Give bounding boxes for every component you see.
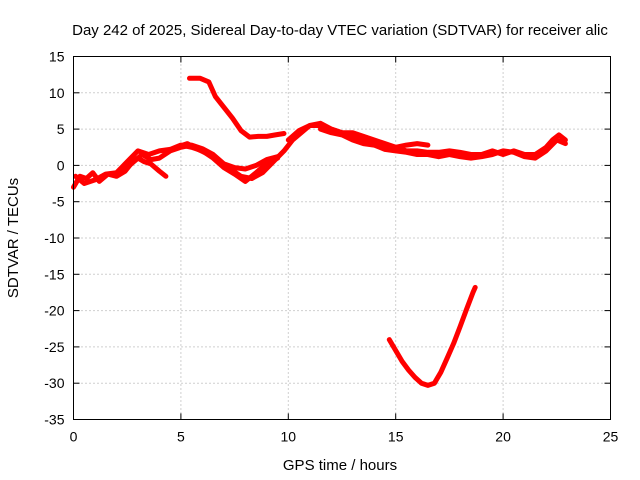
gridlines (73, 56, 611, 420)
chart-title: Day 242 of 2025, Sidereal Day-to-day VTE… (72, 22, 608, 39)
series-line-track-late-2 (318, 126, 568, 161)
data-series (71, 75, 568, 388)
y-tick-label: 15 (49, 49, 65, 65)
series-line-track-high (187, 75, 287, 140)
y-tick-label: -20 (44, 303, 64, 319)
y-tick-label: -10 (44, 230, 64, 246)
x-tick-label: 20 (495, 429, 511, 445)
x-tick-label: 25 (603, 429, 619, 445)
x-tick-label: 10 (281, 429, 297, 445)
x-tick-labels: 0 5 10 15 20 25 (70, 429, 619, 445)
y-tick-label: -5 (52, 194, 65, 210)
series-line-track-dip (386, 284, 478, 388)
x-tick-label: 0 (70, 429, 78, 445)
series-line-track-late (285, 120, 568, 157)
y-tick-label: -25 (44, 339, 64, 355)
y-tick-label: 10 (49, 85, 65, 101)
y-tick-labels: 15 10 5 0 -5 -10 -15 -20 -25 -30 -35 (44, 49, 64, 428)
y-tick-label: 5 (57, 121, 65, 137)
y-tick-label: -15 (44, 266, 64, 282)
y-axis-label: SDTVAR / TECUs (5, 178, 22, 298)
plot-border (73, 56, 611, 420)
y-tick-label: -35 (44, 412, 64, 428)
x-tick-label: 5 (177, 429, 185, 445)
y-tick-label: 0 (57, 157, 65, 173)
y-tick-label: -30 (44, 375, 64, 391)
x-tick-label: 15 (388, 429, 404, 445)
x-axis-label: GPS time / hours (283, 457, 397, 474)
